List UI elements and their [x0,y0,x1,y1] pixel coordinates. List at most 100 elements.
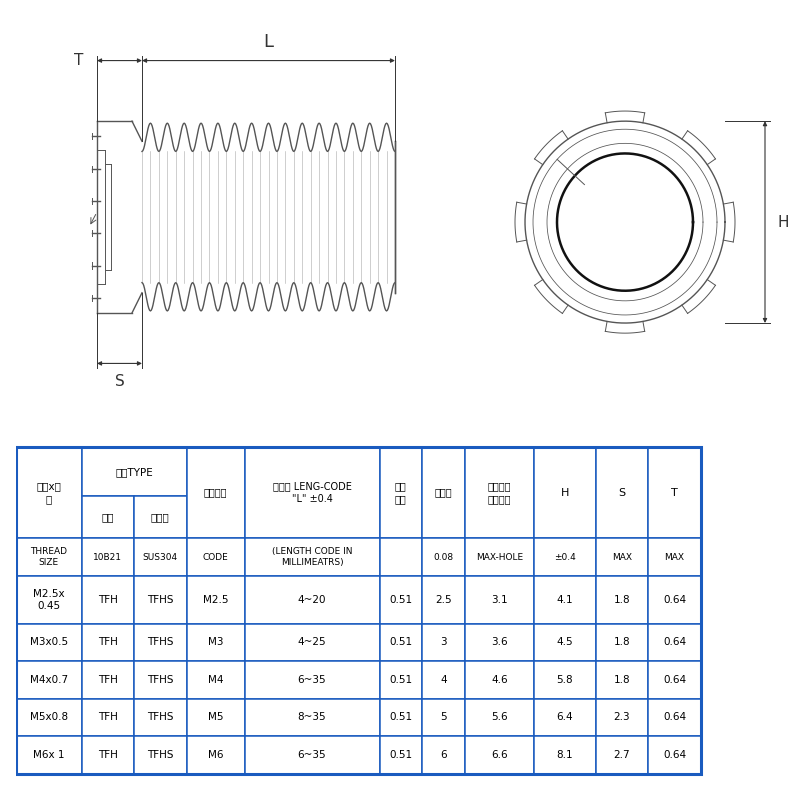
Bar [82,661,134,698]
Text: 4.5: 4.5 [557,638,574,647]
Bar [186,698,245,736]
Bar [648,661,701,698]
Text: TFHS: TFHS [147,638,174,647]
Text: TFH: TFH [98,712,118,722]
Text: M5: M5 [208,712,223,722]
Bar [422,661,465,698]
Text: M2.5x
0.45: M2.5x 0.45 [33,589,65,611]
Text: CODE: CODE [202,553,229,562]
Bar [16,661,82,698]
Bar [186,736,245,774]
Text: 6~35: 6~35 [298,675,326,685]
Text: MAX: MAX [665,553,685,562]
Bar [186,538,245,576]
Text: 8.1: 8.1 [557,750,574,760]
Text: (LENGTH CODE IN
MILLIMEATRS): (LENGTH CODE IN MILLIMEATRS) [272,547,352,567]
Bar [465,447,534,538]
Bar [82,698,134,736]
Bar [186,576,245,624]
Text: TFH: TFH [98,595,118,605]
Bar [648,538,701,576]
Text: 10B21: 10B21 [94,553,122,562]
Text: 4~20: 4~20 [298,595,326,605]
Text: 板孔径: 板孔径 [434,488,452,498]
Bar [16,624,82,661]
Bar [596,538,648,576]
Text: M4: M4 [208,675,223,685]
Text: 螺纹x螺
距: 螺纹x螺 距 [36,482,62,504]
Text: T: T [74,53,84,68]
Text: 8~35: 8~35 [298,712,326,722]
Bar [422,624,465,661]
Text: 2.3: 2.3 [614,712,630,722]
Bar [82,624,134,661]
Text: TFHS: TFHS [147,750,174,760]
Text: THREAD
SIZE: THREAD SIZE [30,547,67,567]
Text: 碳钢: 碳钢 [102,512,114,522]
Bar [648,624,701,661]
Text: 0.64: 0.64 [663,712,686,722]
Bar [534,736,596,774]
Bar [422,538,465,576]
Bar [186,447,245,538]
Bar [380,698,422,736]
Text: 0.64: 0.64 [663,750,686,760]
Bar [82,496,134,538]
Bar [596,661,648,698]
Bar [245,698,380,736]
Text: 2.5: 2.5 [435,595,452,605]
Bar [16,447,82,538]
Text: 3.6: 3.6 [491,638,507,647]
Bar [134,661,186,698]
Bar [82,576,134,624]
Text: 螺纹代号: 螺纹代号 [204,488,227,498]
Text: S: S [114,374,124,389]
Text: M6x 1: M6x 1 [33,750,65,760]
Bar [596,447,648,538]
Bar [380,447,422,538]
Bar [134,496,186,538]
Text: M3: M3 [208,638,223,647]
Text: 2.7: 2.7 [614,750,630,760]
Bar [245,736,380,774]
Text: H: H [778,214,789,230]
Bar [648,698,701,736]
Text: TFH: TFH [98,675,118,685]
Text: 0.51: 0.51 [390,712,413,722]
Text: S: S [618,488,626,498]
Bar [465,538,534,576]
Bar [134,698,186,736]
Bar [380,576,422,624]
Text: M5x0.8: M5x0.8 [30,712,68,722]
Text: M2.5: M2.5 [203,595,228,605]
Bar [534,538,596,576]
Text: 4.1: 4.1 [557,595,574,605]
Text: 1.8: 1.8 [614,595,630,605]
Text: MAX: MAX [612,553,632,562]
Bar [534,576,596,624]
Bar [380,736,422,774]
Bar [380,538,422,576]
Bar [380,661,422,698]
Text: ±0.4: ±0.4 [554,553,576,562]
Text: TFH: TFH [98,638,118,647]
Bar [648,447,701,538]
Text: T: T [671,488,678,498]
Text: 型号TYPE: 型号TYPE [115,466,153,477]
Bar [16,538,82,576]
Text: 0.51: 0.51 [390,675,413,685]
Bar [16,736,82,774]
Text: 0.51: 0.51 [390,638,413,647]
Text: M3x0.5: M3x0.5 [30,638,68,647]
Text: 6: 6 [440,750,446,760]
Text: M4x0.7: M4x0.7 [30,675,68,685]
Text: 0.64: 0.64 [663,638,686,647]
Bar [16,698,82,736]
Bar [648,576,701,624]
Text: 0.64: 0.64 [663,595,686,605]
Bar [245,538,380,576]
Bar [82,538,134,576]
Text: 4: 4 [440,675,446,685]
Text: TFHS: TFHS [147,595,174,605]
Text: 4.6: 4.6 [491,675,507,685]
